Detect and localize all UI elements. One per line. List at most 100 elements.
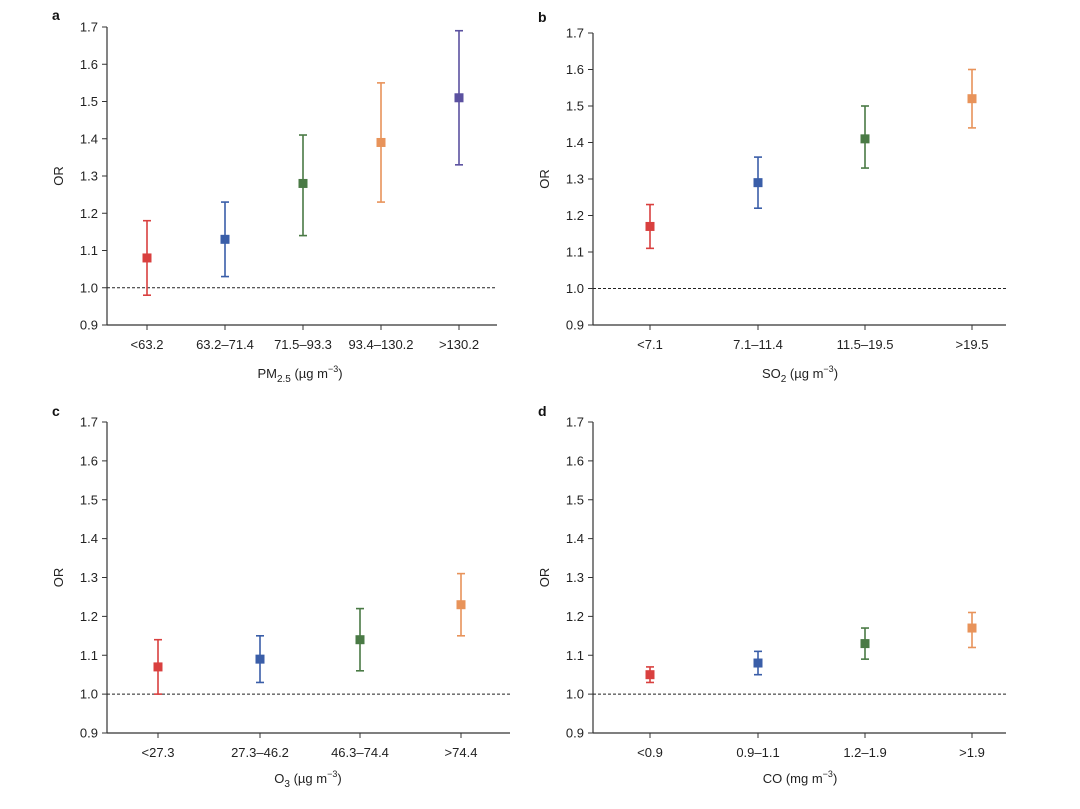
y-axis-label: OR [537, 568, 552, 588]
x-label-main: O [274, 771, 284, 786]
x-tick-label: <0.9 [637, 745, 663, 760]
y-axis-label: OR [537, 169, 552, 189]
data-point [454, 93, 464, 103]
y-tick-label: 1.4 [566, 135, 584, 150]
x-label-main: PM [257, 366, 277, 381]
y-tick-label: 1.7 [80, 20, 98, 35]
data-point [645, 221, 655, 231]
y-tick-label: 1.0 [80, 280, 98, 295]
x-tick-label: 7.1–11.4 [733, 337, 783, 352]
y-tick-label: 1.3 [80, 169, 98, 184]
y-tick-label: 1.7 [566, 26, 584, 41]
x-axis-label: PM2.5 (µg m−3) [257, 364, 342, 385]
data-point [153, 662, 163, 672]
data-point [860, 134, 870, 144]
x-label-close: ) [338, 366, 342, 381]
x-tick-label: 27.3–46.2 [231, 745, 289, 760]
x-tick-label: 0.9–1.1 [736, 745, 779, 760]
data-point [456, 600, 466, 610]
y-tick-label: 1.2 [566, 609, 584, 624]
data-point [142, 253, 152, 263]
y-tick-label: 1.5 [80, 94, 98, 109]
x-tick-label: <7.1 [637, 337, 663, 352]
x-label-main: CO [763, 771, 783, 786]
panel-label: a [52, 7, 60, 23]
y-tick-label: 1.7 [80, 415, 98, 430]
x-label-subscript: 2.5 [277, 374, 291, 385]
y-tick-label: 1.3 [566, 570, 584, 585]
data-point [255, 654, 265, 664]
x-label-superscript: −3 [328, 364, 338, 374]
x-tick-label: 71.5–93.3 [274, 337, 332, 352]
x-tick-label: >130.2 [439, 337, 479, 352]
y-tick-label: 1.6 [80, 453, 98, 468]
y-tick-label: 1.6 [566, 453, 584, 468]
panel-d: d 0.9 1.0 1.1 1.2 1.3 1.4 1.5 1.6 1.7 OR <0.9 0.9–1.… [537, 403, 1006, 786]
y-tick-label: 0.9 [566, 726, 584, 741]
y-tick-label: 1.2 [566, 208, 584, 223]
y-tick-label: 0.9 [566, 318, 584, 333]
y-tick-label: 1.4 [566, 531, 584, 546]
x-label-superscript: −3 [823, 364, 833, 374]
data-point [753, 178, 763, 188]
y-tick-label: 1.1 [566, 648, 584, 663]
x-tick-label: 93.4–130.2 [348, 337, 413, 352]
x-label-close: ) [337, 771, 341, 786]
x-label-superscript: −3 [823, 769, 833, 779]
x-label-subscript: 3 [284, 779, 290, 790]
x-tick-label: 1.2–1.9 [843, 745, 886, 760]
y-tick-label: 1.0 [566, 281, 584, 296]
x-tick-label: >19.5 [956, 337, 989, 352]
x-tick-label: >74.4 [445, 745, 478, 760]
x-axis-label: CO (mg m−3) [763, 769, 838, 786]
y-tick-label: 1.7 [566, 415, 584, 430]
data-point [967, 94, 977, 104]
y-tick-label: 1.4 [80, 531, 98, 546]
data-point [355, 635, 365, 645]
x-label-unit: (µg m [786, 366, 823, 381]
y-tick-label: 1.6 [80, 57, 98, 72]
x-tick-label: >1.9 [959, 745, 985, 760]
data-point [645, 670, 655, 680]
x-tick-label: <27.3 [142, 745, 175, 760]
data-point [220, 234, 230, 244]
x-label-unit: (µg m [290, 771, 327, 786]
panel-a: a 0.9 1.0 1.1 1.2 1.3 1.4 1.5 1.6 1.7 OR <63.2 63.2–… [51, 7, 497, 385]
data-point [298, 178, 308, 188]
y-tick-label: 1.6 [566, 62, 584, 77]
y-axis-label: OR [51, 166, 66, 186]
y-tick-label: 1.5 [566, 99, 584, 114]
y-tick-label: 1.0 [80, 687, 98, 702]
y-tick-label: 1.3 [566, 172, 584, 187]
y-tick-label: 1.1 [80, 648, 98, 663]
x-label-unit: (mg m [782, 771, 822, 786]
data-point [967, 623, 977, 633]
x-label-close: ) [834, 366, 838, 381]
data-point [753, 658, 763, 668]
y-tick-label: 1.5 [80, 492, 98, 507]
y-tick-label: 1.5 [566, 492, 584, 507]
y-tick-label: 1.2 [80, 206, 98, 221]
y-tick-label: 0.9 [80, 726, 98, 741]
x-tick-label: <63.2 [131, 337, 164, 352]
y-tick-label: 1.2 [80, 609, 98, 624]
x-axis-label: SO2 (µg m−3) [762, 364, 838, 385]
x-tick-label: 63.2–71.4 [196, 337, 254, 352]
y-tick-label: 1.0 [566, 687, 584, 702]
x-label-superscript: −3 [327, 769, 337, 779]
x-axis-label: O3 (µg m−3) [274, 769, 341, 790]
x-label-close: ) [833, 771, 837, 786]
panel-c: c 0.9 1.0 1.1 1.2 1.3 1.4 1.5 1.6 1.7 OR <27.3 27.3–… [51, 403, 510, 790]
y-axis-label: OR [51, 568, 66, 588]
panel-label: b [538, 9, 547, 25]
y-tick-label: 1.4 [80, 131, 98, 146]
data-point [860, 639, 870, 649]
y-tick-label: 1.3 [80, 570, 98, 585]
y-tick-label: 0.9 [80, 318, 98, 333]
x-tick-label: 46.3–74.4 [331, 745, 389, 760]
data-point [376, 137, 386, 147]
panel-label: c [52, 403, 60, 419]
x-tick-label: 11.5–19.5 [837, 337, 894, 352]
y-tick-label: 1.1 [566, 245, 584, 260]
